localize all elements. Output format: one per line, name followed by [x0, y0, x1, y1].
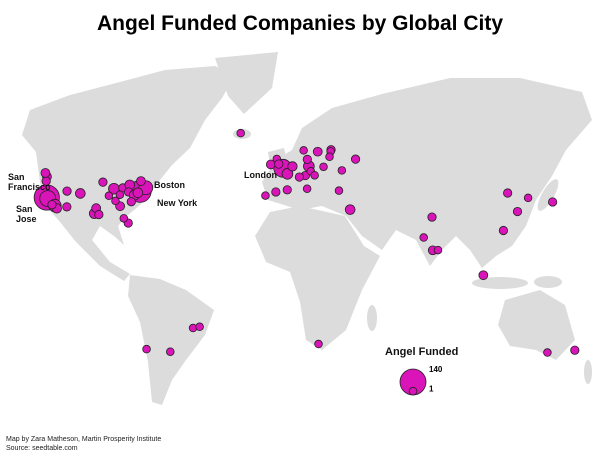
city-label: New York	[157, 198, 198, 208]
city-bubble	[62, 202, 72, 212]
city-label: London	[244, 170, 277, 180]
city-bubble	[419, 233, 428, 242]
city-bubble	[136, 176, 146, 186]
city-bubble	[195, 322, 204, 332]
city-bubble	[312, 146, 323, 157]
city-bubble	[350, 154, 361, 164]
legend-title: Angel Funded	[385, 346, 459, 358]
legend-label: 1	[429, 384, 434, 393]
city-bubble	[75, 188, 86, 199]
city-bubble	[281, 168, 294, 180]
city-bubble	[337, 166, 347, 175]
eurasia	[262, 78, 592, 268]
city-bubble	[503, 188, 513, 198]
city-bubble	[325, 152, 334, 162]
city-label: San Francisco	[8, 172, 51, 192]
legend-bubble	[408, 386, 418, 396]
city-label: Boston	[154, 180, 185, 190]
city-bubble	[282, 185, 292, 195]
africa	[255, 206, 380, 350]
new-zealand	[584, 360, 592, 384]
bubbles	[33, 128, 580, 357]
city-bubble	[274, 159, 284, 169]
city-bubble	[236, 128, 245, 138]
city-bubble	[548, 197, 558, 207]
city-bubble	[294, 172, 305, 182]
city-bubble	[94, 209, 104, 220]
city-bubble	[299, 146, 308, 155]
credit: Map by Zara Matheson, Martin Prosperity …	[6, 436, 162, 443]
legend-label: 140	[429, 365, 443, 374]
greenland	[215, 52, 278, 114]
north-america	[22, 66, 235, 281]
city-bubble	[512, 206, 523, 217]
city-bubble	[523, 193, 533, 203]
new-guinea	[534, 276, 562, 288]
city-bubble	[287, 161, 298, 172]
madagascar	[367, 305, 377, 331]
indonesia	[472, 277, 528, 289]
city-bubble	[119, 214, 129, 223]
city-bubble	[319, 162, 328, 172]
japan	[537, 179, 559, 211]
city-bubble	[478, 270, 489, 281]
city-bubble	[98, 177, 108, 187]
city-bubble	[166, 347, 175, 356]
land	[22, 52, 592, 405]
city-bubble	[314, 339, 323, 349]
city-bubble	[142, 344, 151, 354]
city-bubble	[40, 168, 51, 178]
city-bubble	[47, 200, 57, 210]
source: Source: seedtable.com	[6, 445, 78, 452]
city-bubble	[310, 171, 319, 180]
city-bubble	[132, 187, 144, 199]
city-bubble	[427, 212, 437, 222]
australia	[498, 290, 575, 360]
title: Angel Funded Companies by Global City	[96, 12, 504, 35]
city-bubble	[344, 204, 356, 215]
legend: 140 1	[399, 365, 443, 396]
city-bubble	[302, 184, 312, 193]
city-bubble	[104, 191, 114, 201]
city-bubble	[62, 186, 72, 196]
city-bubble	[433, 245, 443, 255]
city-bubble	[271, 187, 281, 197]
city-bubble	[543, 348, 552, 357]
city-label: San Jose	[16, 204, 37, 224]
city-bubble	[111, 196, 120, 206]
city-bubble	[126, 197, 136, 207]
city-bubble	[570, 345, 580, 355]
city-bubble	[261, 191, 270, 200]
city-bubble	[115, 190, 125, 199]
city-bubble	[334, 186, 344, 195]
city-bubble	[302, 154, 312, 164]
south-america	[128, 275, 214, 405]
city-bubble	[498, 225, 509, 236]
